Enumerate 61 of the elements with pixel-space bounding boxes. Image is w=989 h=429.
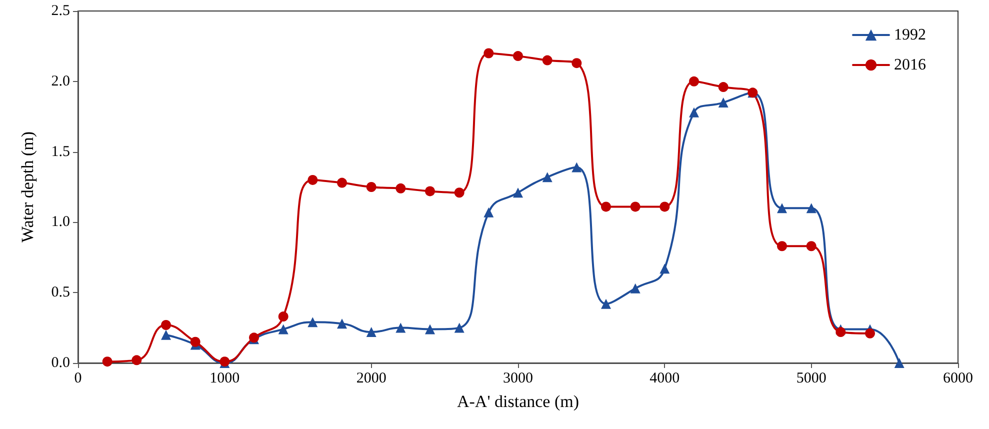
y-axis-title: Water depth (m) (18, 132, 37, 242)
point (308, 317, 318, 328)
x-axis-title: A-A' distance (m) (456, 392, 580, 411)
point (660, 202, 670, 212)
x-tick-label: 0 (74, 370, 82, 386)
y-tick-label: 1.0 (51, 214, 70, 230)
x-tick-label: 3000 (503, 370, 533, 386)
point (161, 320, 171, 330)
point (190, 336, 200, 347)
point (806, 203, 816, 214)
x-tick-label: 5000 (796, 370, 826, 386)
point (513, 188, 523, 198)
point (337, 178, 347, 188)
legend-label: 2016 (894, 56, 926, 74)
point (396, 183, 406, 194)
y-tick-label: 1.5 (51, 144, 70, 160)
point (689, 107, 699, 118)
point (337, 318, 347, 329)
point (366, 182, 376, 192)
point (689, 76, 699, 86)
point (894, 358, 904, 368)
legend-label: 1992 (894, 26, 926, 44)
x-tick-label: 4000 (650, 370, 680, 386)
x-tick-label: 2000 (356, 370, 386, 386)
x-tick-label: 6000 (943, 370, 973, 386)
point (572, 58, 582, 68)
point (660, 264, 670, 274)
point (630, 283, 640, 294)
point (630, 202, 640, 212)
point (806, 241, 816, 252)
point (278, 324, 288, 334)
y-tick-label: 2.0 (51, 73, 70, 90)
point (865, 328, 875, 338)
y-tick-label: 0.5 (51, 284, 70, 301)
y-tick-label: 0.0 (51, 355, 70, 371)
point (396, 322, 406, 333)
y-tick-label: 2.5 (51, 3, 70, 19)
point (308, 174, 318, 185)
point (278, 312, 288, 322)
point (572, 162, 582, 172)
point (513, 51, 523, 62)
point (777, 241, 787, 252)
point (836, 327, 846, 338)
point (102, 356, 112, 367)
point (718, 82, 728, 92)
point (777, 203, 787, 214)
point (718, 98, 728, 108)
point (484, 207, 494, 218)
point (425, 186, 435, 196)
point (601, 298, 611, 309)
point (601, 202, 611, 212)
point (542, 172, 552, 182)
x-tick-label: 1000 (210, 370, 240, 386)
point (132, 355, 142, 366)
point (161, 330, 171, 340)
point (454, 188, 464, 198)
point (366, 327, 376, 338)
point (425, 324, 435, 334)
point (542, 55, 552, 66)
point (484, 48, 494, 58)
point (454, 322, 464, 333)
